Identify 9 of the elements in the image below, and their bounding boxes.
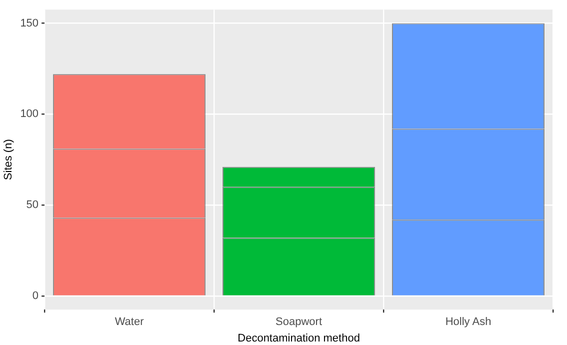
x-tick-label: Water: [114, 316, 144, 328]
x-tick-label: Soapwort: [276, 316, 322, 328]
y-tick-label: 50: [26, 199, 39, 212]
x-tick-label: Holly Ash: [445, 316, 492, 328]
y-tick-label: 100: [20, 108, 39, 120]
y-tick-label: 150: [20, 17, 39, 30]
y-axis-title: Sites (n): [2, 139, 15, 180]
y-tick-label: 0: [32, 290, 39, 302]
x-axis-title: Decontamination method: [238, 332, 360, 344]
